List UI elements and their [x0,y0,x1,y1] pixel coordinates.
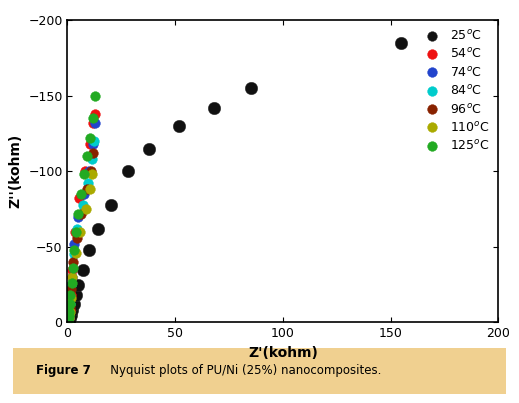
Y-axis label: Z''(kohm): Z''(kohm) [9,134,23,208]
Text: Nyquist plots of PU/Ni (25%) nanocomposites.: Nyquist plots of PU/Ni (25%) nanocomposi… [99,364,381,378]
FancyBboxPatch shape [13,348,506,394]
X-axis label: Z'(kohm): Z'(kohm) [248,346,318,360]
Legend: 25$^o$C, 54$^o$C, 74$^o$C, 84$^o$C, 96$^o$C, 110$^o$C, 125$^o$C: 25$^o$C, 54$^o$C, 74$^o$C, 84$^o$C, 96$^… [417,27,492,156]
Text: Figure 7: Figure 7 [36,364,91,378]
